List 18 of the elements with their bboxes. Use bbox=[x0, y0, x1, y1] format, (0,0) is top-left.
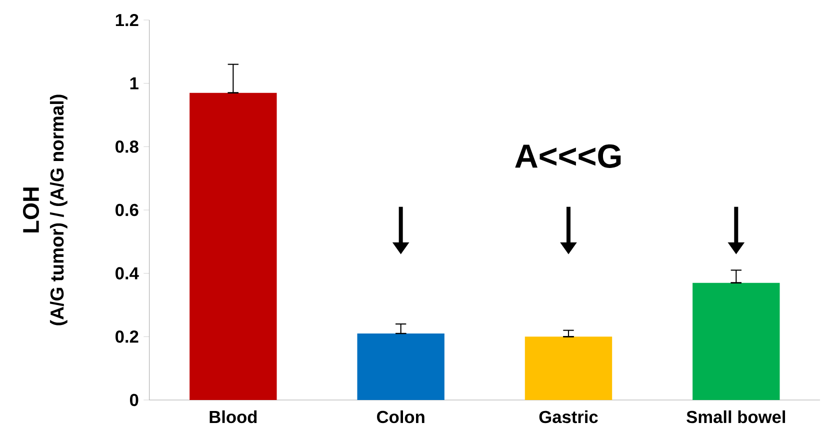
y-axis-title: LOH bbox=[22, 188, 40, 233]
bar bbox=[190, 93, 277, 400]
text: (A/G tumor) / (A/G normal) bbox=[50, 94, 68, 326]
x-tick-label: Colon bbox=[377, 410, 424, 424]
y-tick-label: 0.6 bbox=[116, 204, 138, 216]
bar bbox=[357, 334, 444, 400]
x-tick-label: Small bowel bbox=[686, 410, 786, 424]
y-tick-label: 0.8 bbox=[116, 140, 138, 153]
y-tick-label: 0.2 bbox=[116, 330, 138, 343]
x-tick-label: Gastric bbox=[539, 410, 598, 424]
y-tick-label: 0 bbox=[130, 394, 138, 406]
y-tick-label: 1 bbox=[130, 78, 138, 90]
bar bbox=[692, 283, 780, 400]
bar bbox=[524, 336, 612, 400]
y-tick-label: 1.2 bbox=[116, 14, 138, 26]
y-tick-label: 0.4 bbox=[116, 267, 139, 280]
x-tick-label: Blood bbox=[210, 410, 257, 424]
annotation: A<<<G bbox=[515, 144, 621, 168]
